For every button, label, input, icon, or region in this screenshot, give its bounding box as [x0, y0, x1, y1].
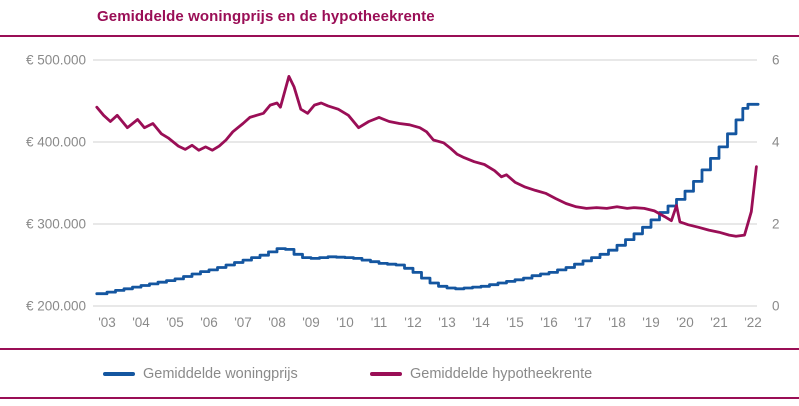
x-axis-tick-label: '18 — [608, 315, 626, 330]
x-axis-tick-label: '14 — [472, 315, 490, 330]
x-axis-tick-label: '04 — [132, 315, 150, 330]
x-axis-tick-label: '13 — [438, 315, 456, 330]
hypotheekrente-line-swatch-icon — [370, 371, 402, 376]
hypotheekrente-line — [95, 75, 758, 238]
title-divider — [0, 35, 799, 37]
legend-item-woningprijs: Gemiddelde woningprijs — [103, 350, 298, 397]
x-axis-tick-label: '21 — [710, 315, 728, 330]
x-axis-tick-label: '22 — [744, 315, 762, 330]
left-axis-tick-label: € 300.000 — [26, 217, 86, 232]
chart-legend: Gemiddelde woningprijs Gemiddelde hypoth… — [0, 350, 799, 397]
x-axis-tick-label: '08 — [268, 315, 286, 330]
x-axis-tick-label: '09 — [302, 315, 320, 330]
legend-label-hypotheekrente: Gemiddelde hypotheekrente — [410, 365, 593, 382]
x-axis-tick-label: '12 — [404, 315, 422, 330]
woningprijs-line — [95, 102, 760, 296]
legend-item-hypotheekrente: Gemiddelde hypotheekrente — [370, 350, 592, 397]
chart-title: Gemiddelde woningprijs en de hypotheekre… — [97, 8, 435, 25]
x-axis-tick-label: '03 — [98, 315, 116, 330]
x-axis-tick-label: '16 — [540, 315, 558, 330]
page-bottom-divider — [0, 397, 799, 399]
x-axis-tick-label: '19 — [642, 315, 660, 330]
woningprijs-line-swatch-icon — [103, 371, 135, 376]
left-axis-tick-label: € 400.000 — [26, 135, 86, 150]
x-axis-tick-label: '10 — [336, 315, 354, 330]
x-axis-tick-label: '11 — [371, 315, 388, 330]
x-axis-tick-label: '06 — [200, 315, 218, 330]
legend-divider-top — [0, 348, 799, 350]
right-axis-tick-label: 0 — [772, 299, 780, 314]
x-axis-tick-label: '17 — [574, 315, 592, 330]
left-axis-tick-label: € 200.000 — [26, 299, 86, 314]
x-axis-tick-label: '15 — [506, 315, 524, 330]
right-axis-tick-label: 6 — [772, 53, 780, 68]
right-axis-tick-label: 2 — [772, 217, 780, 232]
x-axis-tick-label: '05 — [166, 315, 184, 330]
legend-label-woningprijs: Gemiddelde woningprijs — [143, 365, 298, 382]
left-axis-tick-label: € 500.000 — [26, 53, 86, 68]
x-axis-tick-label: '07 — [234, 315, 252, 330]
x-axis-tick-label: '20 — [676, 315, 694, 330]
right-axis-tick-label: 4 — [772, 135, 780, 150]
